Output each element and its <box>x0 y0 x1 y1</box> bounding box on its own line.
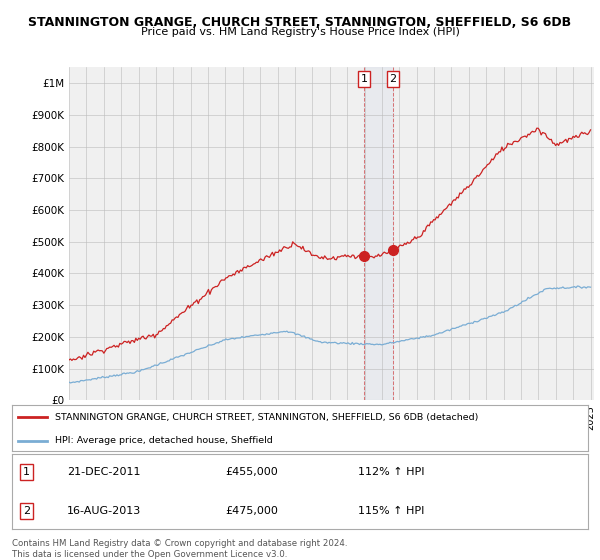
Text: HPI: Average price, detached house, Sheffield: HPI: Average price, detached house, Shef… <box>55 436 273 445</box>
Text: 112% ↑ HPI: 112% ↑ HPI <box>358 466 424 477</box>
Text: 2: 2 <box>389 74 397 84</box>
Text: Contains HM Land Registry data © Crown copyright and database right 2024.
This d: Contains HM Land Registry data © Crown c… <box>12 539 347 559</box>
Text: £475,000: £475,000 <box>225 506 278 516</box>
Text: Price paid vs. HM Land Registry's House Price Index (HPI): Price paid vs. HM Land Registry's House … <box>140 27 460 37</box>
Text: 115% ↑ HPI: 115% ↑ HPI <box>358 506 424 516</box>
Text: 16-AUG-2013: 16-AUG-2013 <box>67 506 141 516</box>
Text: 2: 2 <box>23 506 30 516</box>
Text: STANNINGTON GRANGE, CHURCH STREET, STANNINGTON, SHEFFIELD, S6 6DB (detached): STANNINGTON GRANGE, CHURCH STREET, STANN… <box>55 413 479 422</box>
Text: 21-DEC-2011: 21-DEC-2011 <box>67 466 140 477</box>
Text: £455,000: £455,000 <box>225 466 278 477</box>
Text: 1: 1 <box>361 74 368 84</box>
Text: STANNINGTON GRANGE, CHURCH STREET, STANNINGTON, SHEFFIELD, S6 6DB: STANNINGTON GRANGE, CHURCH STREET, STANN… <box>28 16 572 29</box>
Bar <box>364 67 393 400</box>
Text: 1: 1 <box>23 466 30 477</box>
